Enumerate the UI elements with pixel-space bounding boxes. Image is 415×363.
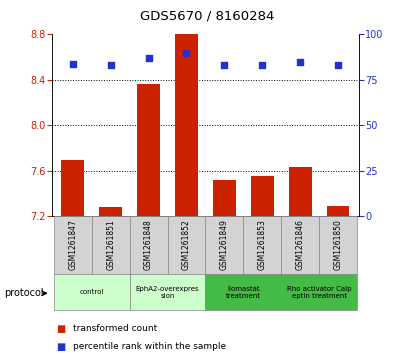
Bar <box>319 216 357 274</box>
Bar <box>281 216 319 274</box>
Text: GSM1261849: GSM1261849 <box>220 220 229 270</box>
Point <box>183 50 190 56</box>
Bar <box>137 85 160 216</box>
Bar <box>243 216 281 274</box>
Text: ■: ■ <box>56 323 65 334</box>
Text: GSM1261846: GSM1261846 <box>296 220 305 270</box>
Text: GSM1261851: GSM1261851 <box>106 220 115 270</box>
Point <box>259 62 266 68</box>
Bar <box>92 216 129 274</box>
Point <box>69 61 76 66</box>
Bar <box>205 274 281 310</box>
Bar <box>213 180 236 216</box>
Point <box>335 62 342 68</box>
Bar <box>61 160 84 216</box>
Bar <box>129 274 205 310</box>
Bar <box>327 206 349 216</box>
Text: GSM1261847: GSM1261847 <box>68 220 77 270</box>
Point <box>145 55 152 61</box>
Bar <box>54 216 92 274</box>
Text: transformed count: transformed count <box>73 324 157 333</box>
Text: EphA2-overexpres
sion: EphA2-overexpres sion <box>136 286 199 299</box>
Text: GSM1261848: GSM1261848 <box>144 220 153 270</box>
Text: ■: ■ <box>56 342 65 352</box>
Point <box>221 62 228 68</box>
Bar <box>281 274 357 310</box>
Text: GSM1261852: GSM1261852 <box>182 220 191 270</box>
Text: GSM1261853: GSM1261853 <box>258 220 267 270</box>
Point <box>107 62 114 68</box>
Bar <box>129 216 168 274</box>
Text: control: control <box>80 289 104 295</box>
Bar <box>99 207 122 216</box>
Text: percentile rank within the sample: percentile rank within the sample <box>73 342 226 351</box>
Bar <box>54 274 129 310</box>
Text: Ilomastat
treatment: Ilomastat treatment <box>226 286 261 299</box>
Bar <box>205 216 243 274</box>
Text: Rho activator Calp
eptin treatment: Rho activator Calp eptin treatment <box>287 286 352 299</box>
Text: protocol: protocol <box>4 288 44 298</box>
Text: GDS5670 / 8160284: GDS5670 / 8160284 <box>140 9 275 22</box>
Bar <box>251 176 273 216</box>
Bar <box>289 167 312 216</box>
Bar <box>175 34 198 216</box>
Text: GSM1261850: GSM1261850 <box>334 220 343 270</box>
Bar <box>168 216 205 274</box>
Point <box>297 59 303 65</box>
